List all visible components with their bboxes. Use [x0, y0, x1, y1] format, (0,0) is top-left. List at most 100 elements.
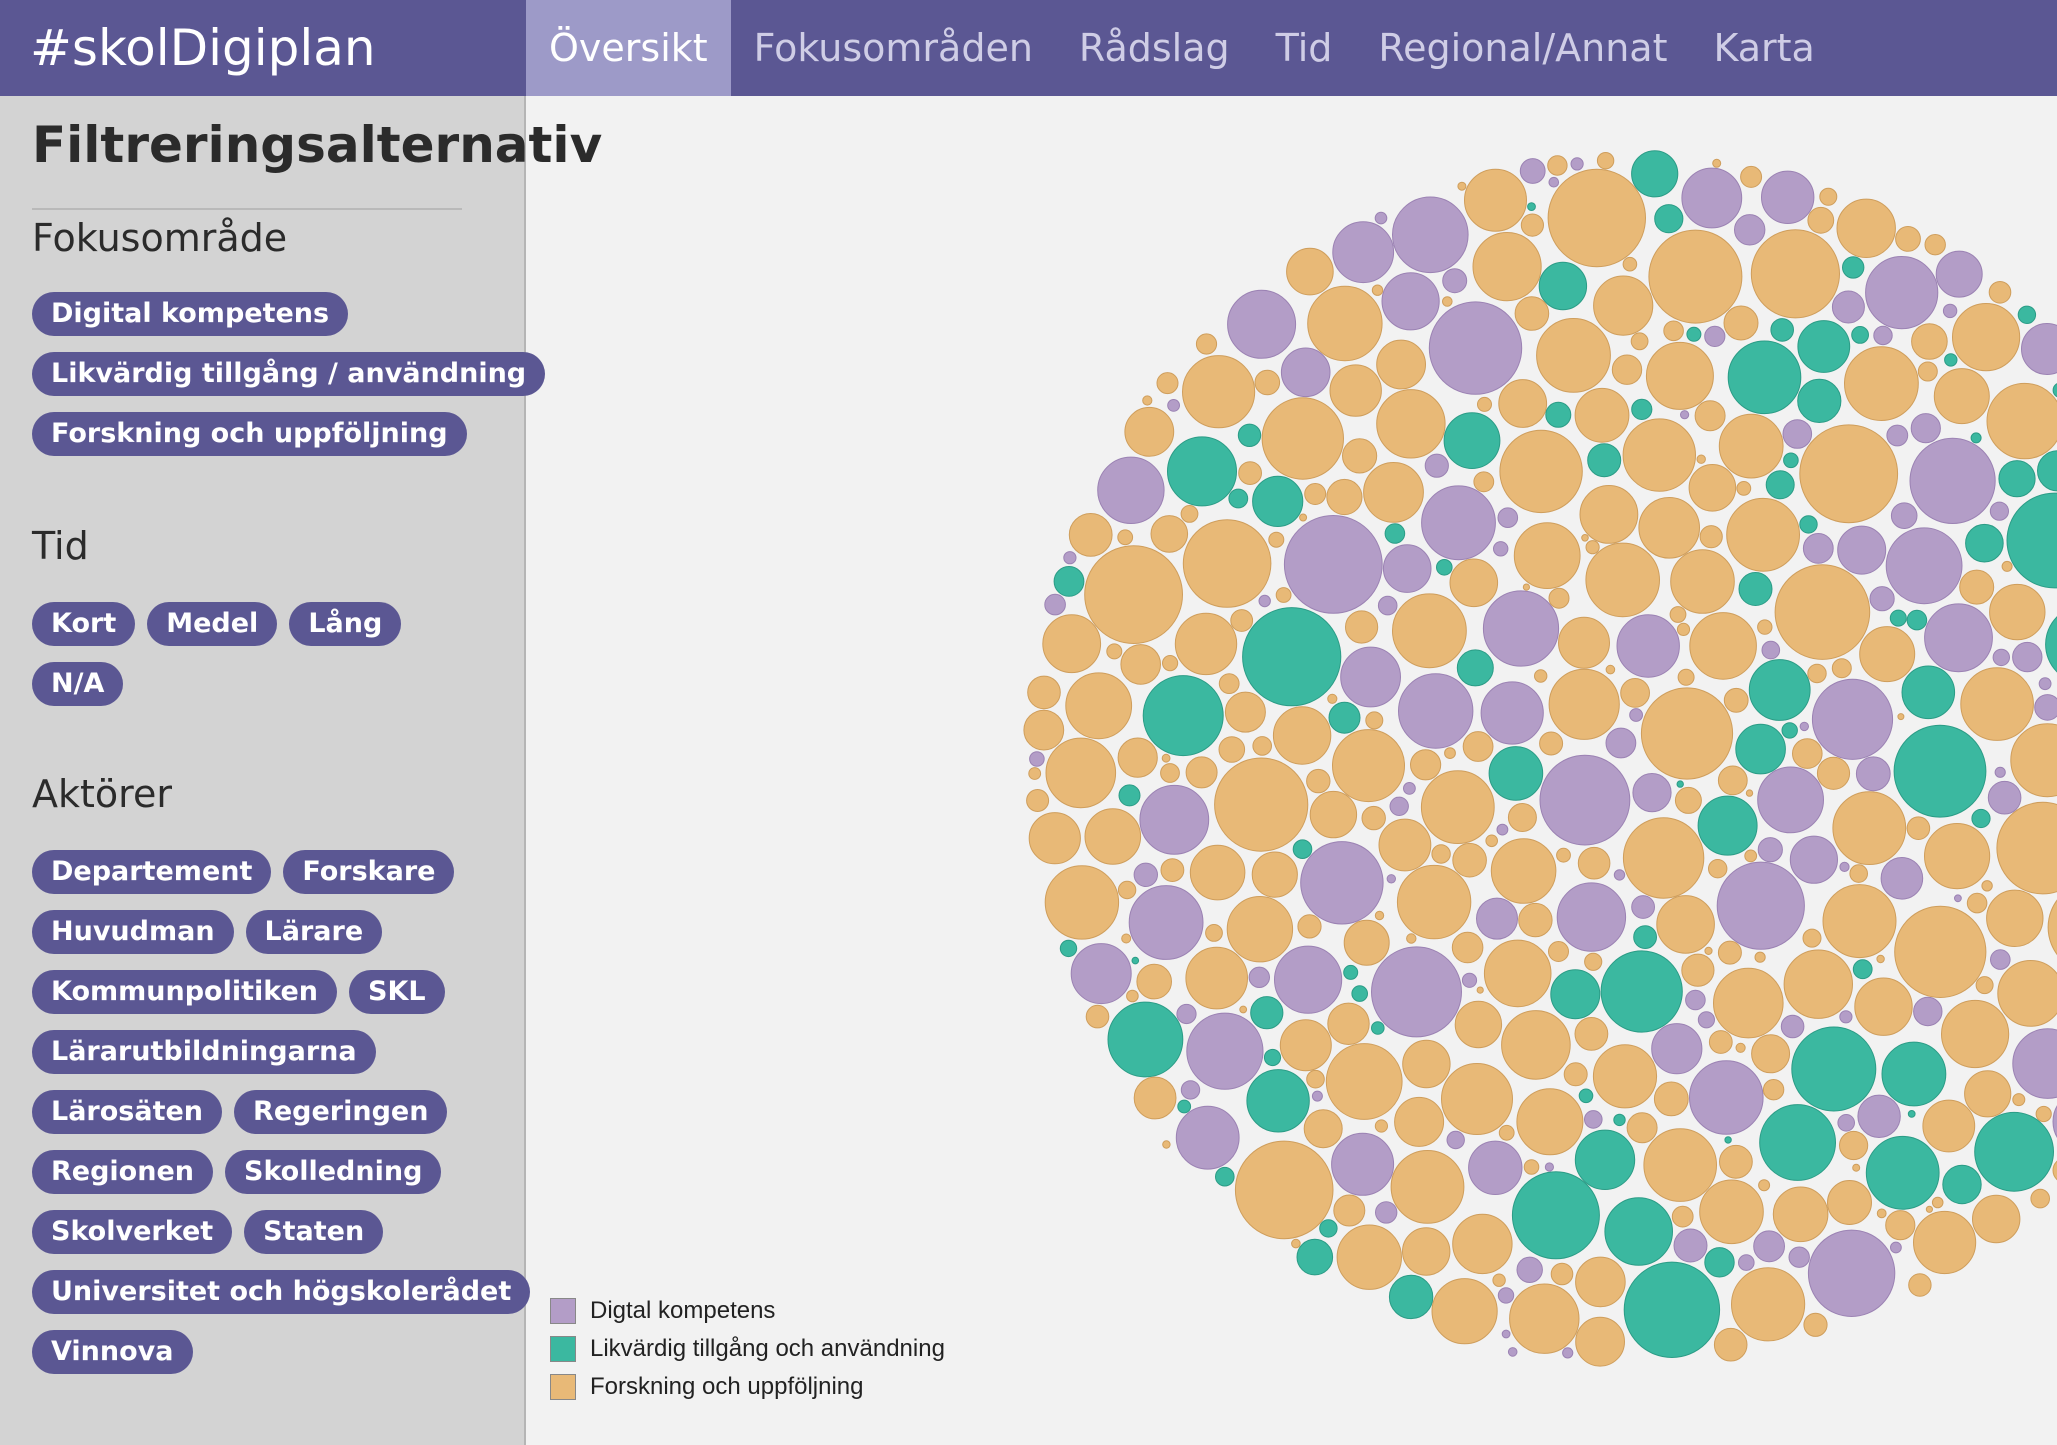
chip-forskning-uppfoljning[interactable]: Forskning och uppföljning [32, 412, 467, 456]
bubble[interactable] [1989, 583, 2046, 641]
bubble[interactable] [1461, 972, 1478, 988]
bubble[interactable] [1629, 708, 1643, 722]
bubble[interactable] [1027, 675, 1061, 710]
chip-larosaten[interactable]: Lärosäten [32, 1090, 223, 1134]
bubble[interactable] [1770, 318, 1794, 342]
bubble[interactable] [1944, 353, 1958, 367]
bubble[interactable] [1917, 361, 1938, 382]
bubble[interactable] [1757, 766, 1824, 834]
bubble[interactable] [1723, 687, 1749, 713]
bubble[interactable] [1971, 808, 1991, 829]
bubble[interactable] [1694, 400, 1726, 432]
bubble[interactable] [1063, 551, 1077, 565]
bubble[interactable] [1299, 513, 1308, 522]
bubble[interactable] [1442, 268, 1468, 294]
bubble[interactable] [2037, 450, 2057, 492]
bubble[interactable] [1942, 1164, 1982, 1205]
bubble[interactable] [1376, 339, 1426, 390]
bubble[interactable] [1483, 939, 1552, 1008]
bubble[interactable] [1420, 770, 1495, 844]
bubble[interactable] [1498, 379, 1548, 428]
bubble[interactable] [1717, 940, 1742, 965]
bubble[interactable] [1632, 773, 1672, 813]
bubble[interactable] [1490, 838, 1557, 904]
bubble[interactable] [1452, 842, 1487, 878]
bubble[interactable] [1906, 816, 1931, 841]
bubble[interactable] [1441, 1063, 1513, 1135]
bubble[interactable] [1604, 1197, 1673, 1266]
bubble[interactable] [1042, 614, 1102, 674]
bubble[interactable] [1697, 795, 1758, 856]
bubble[interactable] [1431, 844, 1451, 864]
bubble[interactable] [1648, 229, 1743, 324]
bubble[interactable] [1509, 1283, 1580, 1354]
bubble[interactable] [2006, 492, 2057, 589]
bubble[interactable] [1797, 378, 1842, 423]
tab-oversikt[interactable]: Översikt [526, 0, 731, 96]
bubble[interactable] [1941, 999, 2010, 1069]
bubble[interactable] [1633, 925, 1657, 949]
bubble[interactable] [1781, 722, 1798, 739]
bubble[interactable] [1473, 471, 1495, 493]
bubble[interactable] [1638, 497, 1700, 559]
bubble[interactable] [1468, 1140, 1523, 1196]
bubble[interactable] [1493, 541, 1509, 557]
bubble[interactable] [1807, 663, 1827, 684]
bubble[interactable] [1185, 756, 1218, 789]
bubble[interactable] [1403, 782, 1416, 795]
bubble[interactable] [1836, 198, 1896, 259]
bubble[interactable] [1613, 1113, 1626, 1127]
bubble[interactable] [1472, 232, 1542, 302]
bubble[interactable] [1894, 905, 1987, 999]
bubble[interactable] [1913, 1210, 1977, 1275]
bubble[interactable] [1545, 401, 1572, 428]
bubble[interactable] [1028, 767, 1042, 780]
bubble[interactable] [1371, 946, 1462, 1038]
bubble[interactable] [1890, 502, 1918, 530]
bubble[interactable] [1837, 1114, 1855, 1132]
bubble[interactable] [1970, 432, 1982, 444]
bubble[interactable] [1751, 1034, 1791, 1074]
bubble[interactable] [1994, 766, 2006, 778]
bubble[interactable] [1272, 706, 1332, 765]
bubble[interactable] [1782, 419, 1813, 449]
bubble[interactable] [1577, 846, 1611, 880]
tab-regional-annat[interactable]: Regional/Annat [1378, 26, 1668, 70]
bubble[interactable] [1550, 969, 1601, 1020]
bubble[interactable] [1068, 513, 1113, 557]
bubble[interactable] [1431, 1278, 1498, 1345]
bubble[interactable] [1142, 395, 1153, 406]
bubble[interactable] [1126, 989, 1139, 1003]
bubble[interactable] [1855, 756, 1891, 792]
bubble[interactable] [2010, 723, 2057, 798]
bubble[interactable] [1788, 1246, 1810, 1268]
bubble[interactable] [1831, 658, 1852, 679]
chip-skl[interactable]: SKL [349, 970, 445, 1014]
bubble[interactable] [1365, 711, 1384, 730]
bubble[interactable] [1757, 619, 1773, 635]
bubble[interactable] [1735, 1042, 1746, 1053]
bubble[interactable] [1410, 749, 1442, 781]
bubble[interactable] [1688, 464, 1737, 512]
chip-skolverket[interactable]: Skolverket [32, 1210, 233, 1254]
bubble[interactable] [1807, 1229, 1896, 1318]
bubble[interactable] [1975, 976, 1994, 995]
bubble[interactable] [1280, 347, 1331, 398]
bubble[interactable] [1631, 150, 1679, 198]
chip-forskare[interactable]: Forskare [283, 850, 455, 894]
bubble[interactable] [1686, 326, 1702, 342]
bubble[interactable] [1332, 729, 1405, 803]
bubble[interactable] [1783, 452, 1799, 469]
bubble[interactable] [1802, 533, 1834, 564]
bubble[interactable] [1699, 1179, 1764, 1245]
bubble[interactable] [1839, 861, 1850, 873]
bubble[interactable] [1214, 757, 1309, 852]
bubble[interactable] [1605, 727, 1637, 759]
bubble[interactable] [1623, 1261, 1721, 1359]
bubble[interactable] [1029, 751, 1045, 767]
bubble[interactable] [1842, 256, 1865, 279]
bubble[interactable] [2001, 560, 2013, 572]
bubble[interactable] [1396, 864, 1472, 940]
bubble[interactable] [1966, 892, 1988, 914]
bubble[interactable] [1726, 497, 1800, 572]
